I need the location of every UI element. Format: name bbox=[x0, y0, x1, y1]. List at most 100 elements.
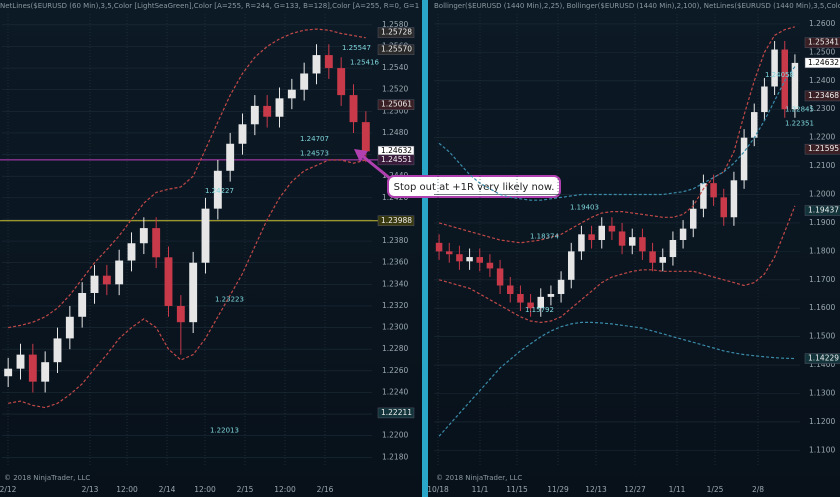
candle-body bbox=[16, 354, 25, 369]
price-label-box bbox=[377, 27, 415, 38]
price-label-box bbox=[804, 143, 840, 155]
candle-body bbox=[4, 368, 13, 377]
y-tick-label: 1.2240 bbox=[382, 387, 408, 396]
chart-title: Bollinger($EURUSD (1440 Min),2,25), Boll… bbox=[434, 2, 840, 10]
price-label-box bbox=[804, 353, 840, 364]
y-tick-label: 1.2200 bbox=[809, 133, 835, 142]
y-tick-label: 1.1300 bbox=[809, 389, 835, 398]
candle-body bbox=[740, 137, 748, 181]
price-label-box bbox=[804, 37, 840, 48]
net-label: 1.18374 bbox=[530, 233, 559, 241]
candle-body bbox=[689, 208, 697, 229]
candle-body bbox=[537, 296, 545, 309]
y-tick-label: 1.2500 bbox=[382, 106, 408, 115]
candle-body bbox=[557, 279, 565, 295]
candle-body bbox=[176, 305, 185, 323]
x-tick-label: 1/25 bbox=[707, 485, 724, 494]
x-tick-label: 11/1 bbox=[472, 485, 489, 494]
net-label: 1.22845 bbox=[785, 106, 814, 114]
x-tick-label: 10/18 bbox=[427, 485, 449, 494]
candle-body bbox=[517, 294, 524, 303]
candle-body bbox=[608, 225, 616, 232]
y-tick-label: 1.2580 bbox=[382, 20, 408, 29]
y-tick-label: 1.2480 bbox=[382, 128, 408, 137]
price-label-box bbox=[804, 205, 840, 216]
candle-body bbox=[90, 275, 99, 293]
band-line bbox=[438, 321, 795, 437]
candle-body bbox=[659, 257, 667, 263]
net-label: 1.24227 bbox=[205, 187, 234, 195]
price-label: 1.19437 bbox=[808, 206, 839, 215]
x-tick-label: 12:00 bbox=[274, 485, 296, 494]
net-label: 1.24058 bbox=[765, 71, 794, 79]
band-line bbox=[8, 28, 366, 329]
y-tick-label: 1.2300 bbox=[809, 104, 835, 113]
y-tick-label: 1.2100 bbox=[809, 161, 835, 170]
candle-body bbox=[263, 105, 272, 117]
candle-body bbox=[312, 55, 321, 74]
candle-body bbox=[250, 105, 259, 125]
y-tick-label: 1.2200 bbox=[382, 431, 408, 440]
candle-body bbox=[476, 257, 484, 263]
chart-title: NetLines($EURUSD (60 Min),3,5,Color [Lig… bbox=[0, 2, 419, 10]
copyright: © 2018 NinjaTrader, LLC bbox=[4, 474, 90, 482]
y-tick-label: 1.2520 bbox=[382, 85, 408, 94]
candle-body bbox=[649, 251, 656, 263]
candle-body bbox=[771, 49, 778, 87]
price-label: 1.23468 bbox=[808, 91, 839, 100]
x-tick-label: 2/14 bbox=[159, 485, 176, 494]
copyright: © 2018 NinjaTrader, LLC bbox=[436, 474, 522, 482]
net-label: 1.22351 bbox=[785, 120, 814, 128]
y-tick-label: 1.2320 bbox=[382, 301, 408, 310]
x-tick-label: 2/15 bbox=[237, 485, 254, 494]
net-label: 1.24707 bbox=[300, 135, 329, 143]
net-label: 1.24573 bbox=[300, 149, 329, 157]
price-label-box bbox=[377, 99, 415, 110]
candle-body bbox=[115, 260, 124, 285]
x-tick-label: 12:00 bbox=[116, 485, 138, 494]
candle-body bbox=[639, 237, 646, 252]
x-tick-label: 1/11 bbox=[669, 485, 686, 494]
price-label: 1.25341 bbox=[808, 38, 839, 47]
price-label: 1.24632 bbox=[808, 58, 839, 67]
candle-body bbox=[445, 251, 453, 255]
x-tick-label: 2/13 bbox=[82, 485, 99, 494]
net-label: 1.25547 bbox=[342, 44, 371, 52]
callout-arrow bbox=[359, 152, 393, 182]
x-tick-label: 12/13 bbox=[585, 485, 607, 494]
candle-body bbox=[710, 183, 717, 198]
candle-body bbox=[102, 275, 111, 285]
y-tick-label: 1.2400 bbox=[809, 76, 835, 85]
x-tick-label: 11/15 bbox=[506, 485, 528, 494]
price-label: 1.23988 bbox=[381, 216, 412, 225]
y-tick-label: 1.2300 bbox=[382, 323, 408, 332]
candle-body bbox=[527, 302, 534, 309]
y-tick-label: 1.1500 bbox=[809, 332, 835, 341]
price-label-box bbox=[377, 44, 415, 55]
candle-body bbox=[669, 240, 677, 258]
price-label: 1.24551 bbox=[381, 155, 412, 164]
y-tick-label: 1.2600 bbox=[809, 19, 835, 28]
x-tick-label: 2/16 bbox=[317, 485, 334, 494]
candle-body bbox=[287, 89, 296, 99]
price-label: 1.24632 bbox=[381, 146, 412, 155]
y-tick-label: 1.2540 bbox=[382, 63, 408, 72]
candle-body bbox=[78, 292, 87, 317]
price-label: 1.21595 bbox=[808, 144, 839, 153]
x-tick-label: 2/8 bbox=[752, 485, 764, 494]
y-tick-label: 1.1800 bbox=[809, 246, 835, 255]
candle-body bbox=[730, 180, 738, 218]
price-label: 1.25570 bbox=[381, 45, 412, 54]
price-label: 1.14229 bbox=[808, 354, 839, 363]
y-tick-label: 1.2280 bbox=[382, 344, 408, 353]
candle-body bbox=[791, 62, 799, 110]
candle-body bbox=[324, 55, 333, 69]
net-label: 1.23223 bbox=[215, 295, 244, 303]
panel-divider bbox=[422, 0, 428, 497]
candle-body bbox=[361, 122, 370, 152]
candle-body bbox=[275, 98, 284, 117]
x-tick-label: 12:00 bbox=[194, 485, 216, 494]
y-tick-label: 1.1400 bbox=[809, 360, 835, 369]
